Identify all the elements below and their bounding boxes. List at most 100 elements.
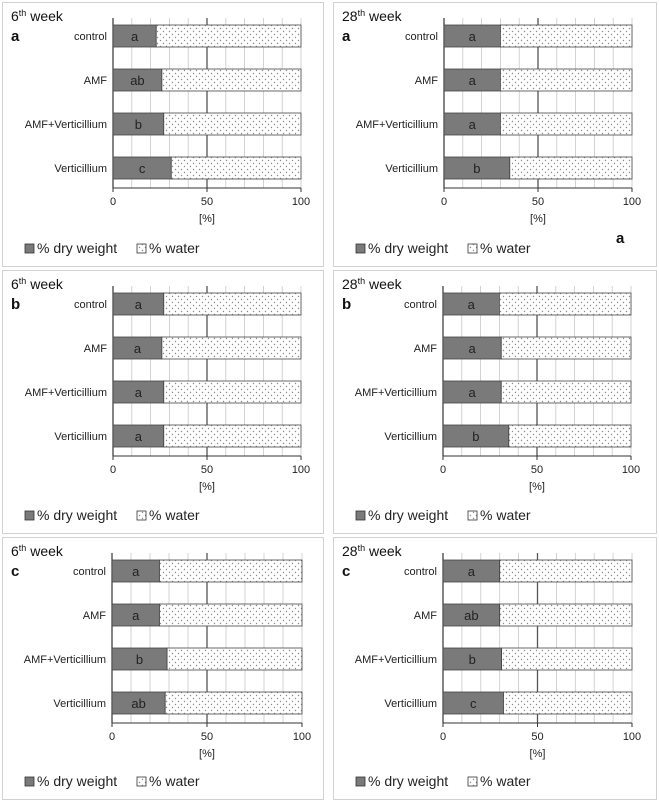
category-label: AMF: [84, 343, 108, 355]
week-title: 6th week: [11, 543, 64, 559]
chart-panel: 6th week a 0 50 100 [%] control a AMF ab AMF+Verti…: [2, 2, 324, 267]
category-label: Verticillium: [384, 431, 437, 443]
x-tick-label: 50: [201, 196, 213, 208]
bar-significance-label: a: [135, 385, 143, 400]
bar-significance-label: c: [470, 696, 477, 711]
bar-water: [503, 691, 633, 715]
bar-water: [499, 68, 633, 92]
bar-water: [499, 112, 633, 136]
legend-swatch-water: [136, 243, 147, 254]
x-tick-label: 50: [532, 196, 544, 208]
week-ordinal: th: [19, 276, 27, 286]
bar-water: [501, 647, 633, 671]
legend-label-water: % water: [480, 507, 531, 523]
category-label: Verticillium: [54, 431, 107, 443]
category-label: control: [404, 566, 437, 578]
x-tick-label: 100: [293, 731, 311, 743]
week-number: 28: [342, 276, 358, 292]
panel-letter: c: [342, 563, 350, 580]
bar-significance-label: a: [132, 564, 140, 579]
bar-water: [499, 24, 633, 48]
week-number: 28: [342, 8, 358, 24]
category-label: control: [73, 566, 106, 578]
category-label: control: [404, 299, 437, 311]
legend-swatch-water: [467, 510, 478, 521]
bar-significance-label: a: [135, 429, 143, 444]
bar-water: [509, 156, 633, 180]
x-axis-title: [%]: [529, 481, 545, 493]
legend-label-dry: % dry weight: [37, 507, 117, 523]
week-word: week: [26, 276, 64, 292]
week-ordinal: th: [358, 276, 366, 286]
legend-label-dry: % dry weight: [368, 240, 448, 256]
week-title: 28th week: [342, 276, 403, 292]
x-tick-label: 100: [622, 464, 640, 476]
extra-panel-letter: a: [616, 230, 625, 247]
chart-panel: 28th week a 0 50 100 [%] control a AMF a AMF+Verti…: [333, 2, 657, 267]
bar-water: [161, 68, 302, 92]
legend-swatch-dry: [355, 776, 366, 787]
week-number: 6: [11, 543, 19, 559]
bar-significance-label: a: [131, 29, 139, 44]
category-label: Verticillium: [53, 698, 106, 710]
week-word: week: [365, 8, 403, 24]
week-number: 28: [342, 543, 358, 559]
legend-label-water: % water: [149, 240, 200, 256]
panel-letter: b: [11, 296, 20, 313]
x-axis-title: [%]: [199, 748, 215, 760]
chart-panel: 6th week c 0 50 100 [%] control a AMF a AMF+Vertic…: [2, 537, 324, 800]
chart-panel: 6th week b 0 50 100 [%] control a AMF a AMF+Vertic…: [2, 270, 324, 534]
bar-significance-label: a: [468, 297, 476, 312]
legend-label-dry: % dry weight: [37, 240, 117, 256]
category-label: Verticillium: [384, 698, 437, 710]
week-ordinal: th: [19, 543, 27, 553]
category-label: AMF: [84, 75, 108, 87]
x-tick-label: 0: [110, 464, 116, 476]
bar-significance-label: b: [136, 652, 143, 667]
bar-significance-label: a: [135, 297, 143, 312]
bar-water: [498, 292, 632, 316]
category-label: Verticillium: [385, 163, 438, 175]
bar-significance-label: a: [134, 341, 142, 356]
bar-significance-label: b: [473, 161, 480, 176]
category-label: AMF: [414, 610, 438, 622]
bar-water: [164, 691, 303, 715]
legend-swatch-water: [136, 510, 147, 521]
category-label: control: [74, 299, 107, 311]
week-ordinal: th: [358, 543, 366, 553]
category-label: AMF+Verticillium: [355, 654, 437, 666]
x-tick-label: 50: [531, 464, 543, 476]
x-axis-title: [%]: [530, 748, 546, 760]
x-tick-label: 0: [440, 731, 446, 743]
bar-significance-label: ab: [131, 696, 145, 711]
bar-significance-label: b: [469, 652, 476, 667]
category-label: AMF+Verticillium: [24, 654, 106, 666]
bar-water: [500, 336, 632, 360]
week-number: 6: [11, 8, 19, 24]
bar-significance-label: a: [132, 608, 140, 623]
panel-letter: a: [342, 28, 351, 45]
x-tick-label: 100: [623, 731, 641, 743]
x-tick-label: 0: [441, 196, 447, 208]
panel-letter: a: [11, 28, 20, 45]
category-label: control: [74, 31, 107, 43]
bar-significance-label: a: [469, 29, 477, 44]
x-tick-label: 0: [440, 464, 446, 476]
bar-significance-label: ab: [130, 73, 144, 88]
x-tick-label: 100: [292, 464, 310, 476]
bar-significance-label: a: [469, 385, 477, 400]
category-label: AMF: [414, 343, 438, 355]
week-ordinal: th: [358, 8, 366, 18]
week-word: week: [26, 8, 64, 24]
bar-water: [155, 24, 302, 48]
legend-swatch-dry: [24, 243, 35, 254]
week-word: week: [365, 543, 403, 559]
bar-significance-label: b: [472, 429, 479, 444]
x-tick-label: 100: [623, 196, 641, 208]
week-ordinal: th: [19, 8, 27, 18]
bar-water: [166, 647, 303, 671]
week-title: 28th week: [342, 8, 403, 24]
week-title: 6th week: [11, 276, 64, 292]
